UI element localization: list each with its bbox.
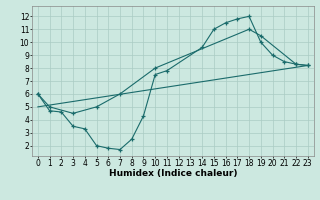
X-axis label: Humidex (Indice chaleur): Humidex (Indice chaleur) xyxy=(108,169,237,178)
